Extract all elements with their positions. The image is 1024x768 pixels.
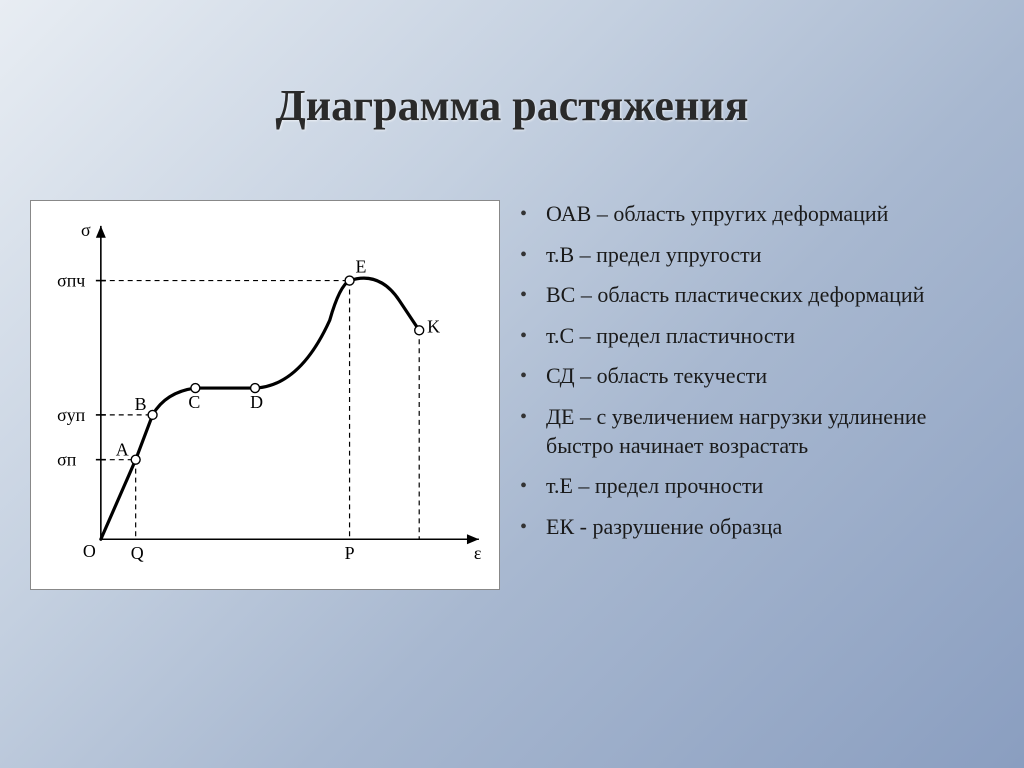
label-d: D bbox=[250, 392, 263, 412]
y-axis-arrow bbox=[96, 226, 106, 238]
bullet-icon: • bbox=[520, 200, 538, 228]
legend-text: ВС – область пластических деформаций bbox=[546, 281, 924, 310]
label-c: C bbox=[188, 392, 200, 412]
legend-text: т.С – предел пластичности bbox=[546, 322, 795, 351]
diagram-svg: O ε σ σп σуп σпч Q P A B C D E K bbox=[31, 201, 499, 589]
point-e bbox=[345, 276, 354, 285]
label-epsilon: ε bbox=[474, 543, 482, 563]
label-sigma-p: σп bbox=[57, 450, 77, 470]
legend-text: СД – область текучести bbox=[546, 362, 767, 391]
bullet-icon: • bbox=[520, 403, 538, 431]
label-p: P bbox=[345, 543, 355, 563]
content-row: O ε σ σп σуп σпч Q P A B C D E K • ОАВ –… bbox=[30, 200, 994, 590]
legend-text: ОАВ – область упругих деформаций bbox=[546, 200, 888, 229]
label-q: Q bbox=[131, 543, 144, 563]
point-k bbox=[415, 326, 424, 335]
legend-item: • т.С – предел пластичности bbox=[520, 322, 994, 351]
stress-strain-diagram: O ε σ σп σуп σпч Q P A B C D E K bbox=[30, 200, 500, 590]
label-a: A bbox=[116, 440, 129, 460]
bullet-icon: • bbox=[520, 241, 538, 269]
label-e: E bbox=[356, 257, 367, 277]
bullet-icon: • bbox=[520, 322, 538, 350]
legend-item: • ЕК - разрушение образца bbox=[520, 513, 994, 542]
label-sigma-pch: σпч bbox=[57, 271, 85, 291]
legend-item: • СД – область текучести bbox=[520, 362, 994, 391]
label-origin: O bbox=[83, 541, 96, 561]
legend-text: т.Е – предел прочности bbox=[546, 472, 763, 501]
legend-item: • ДЕ – с увеличением нагрузки удлинение … bbox=[520, 403, 994, 460]
label-b: B bbox=[135, 394, 147, 414]
point-b bbox=[148, 410, 157, 419]
bullet-icon: • bbox=[520, 362, 538, 390]
legend-item: • ВС – область пластических деформаций bbox=[520, 281, 994, 310]
legend-item: • т.Е – предел прочности bbox=[520, 472, 994, 501]
bullet-icon: • bbox=[520, 472, 538, 500]
bullet-icon: • bbox=[520, 513, 538, 541]
legend-text: т.В – предел упругости bbox=[546, 241, 761, 270]
label-sigma: σ bbox=[81, 220, 91, 240]
label-sigma-up: σуп bbox=[57, 405, 86, 425]
point-a bbox=[131, 455, 140, 464]
legend-item: • т.В – предел упругости bbox=[520, 241, 994, 270]
label-k: K bbox=[427, 316, 440, 336]
legend-text: ЕК - разрушение образца bbox=[546, 513, 782, 542]
legend-item: • ОАВ – область упругих деформаций bbox=[520, 200, 994, 229]
legend-text: ДЕ – с увеличением нагрузки удлинение бы… bbox=[546, 403, 994, 460]
slide-title: Диаграмма растяжения bbox=[0, 80, 1024, 131]
bullet-icon: • bbox=[520, 281, 538, 309]
legend-list: • ОАВ – область упругих деформаций • т.В… bbox=[520, 200, 994, 590]
